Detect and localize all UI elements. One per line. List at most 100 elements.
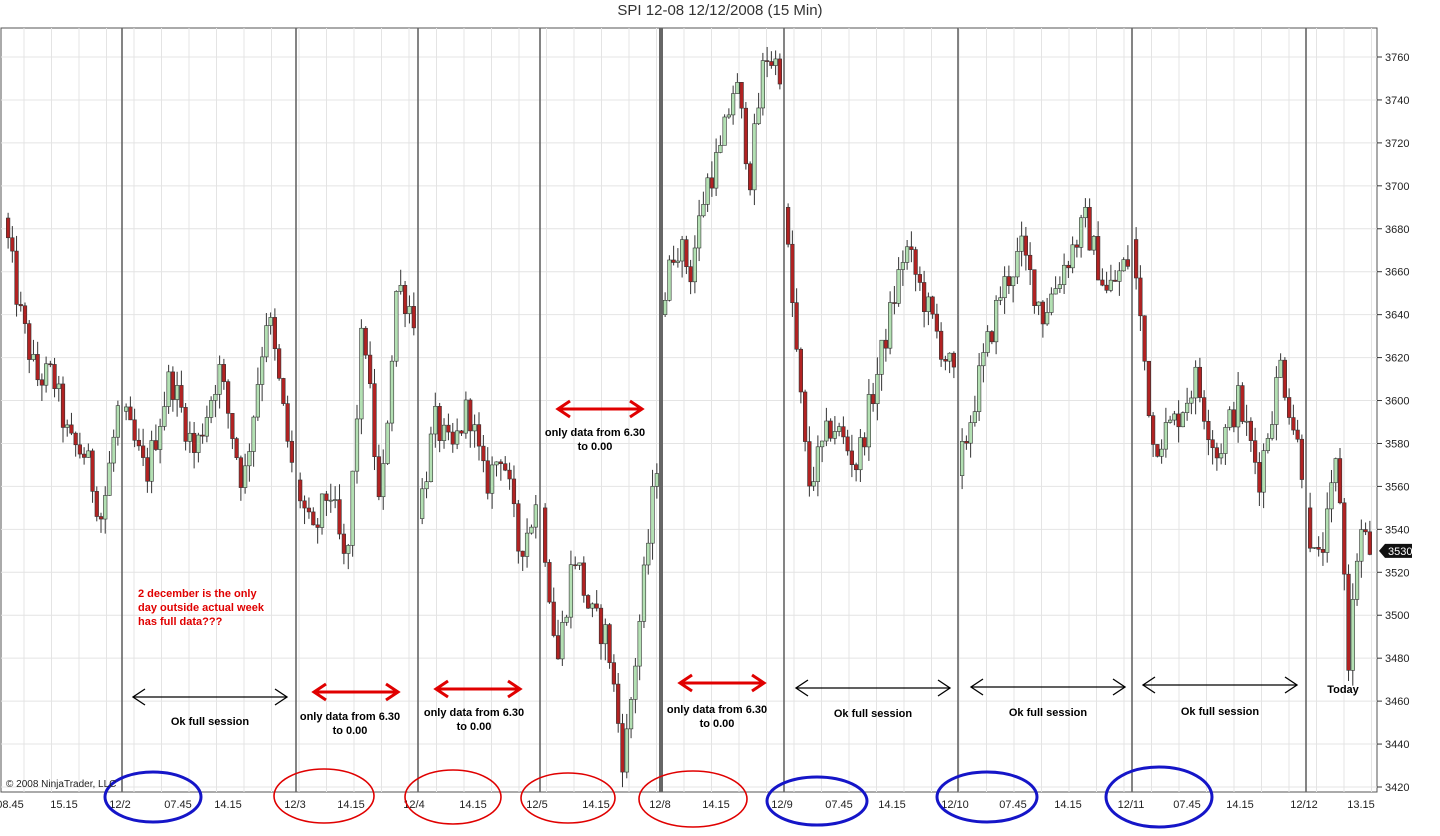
candle-body	[1045, 312, 1050, 325]
candle-body	[1278, 359, 1283, 378]
candle-body	[879, 339, 884, 375]
candle-body	[56, 383, 61, 389]
candle-body	[533, 504, 538, 528]
candle-body	[281, 378, 286, 404]
candle-body	[603, 624, 608, 645]
candle-body	[1113, 279, 1118, 282]
arrow-partial-session-head-right	[629, 399, 645, 419]
candle-body	[524, 532, 530, 557]
candle-body	[162, 406, 167, 427]
candle-body	[1282, 359, 1287, 398]
candle-body	[1257, 462, 1262, 493]
day-highlight-ellipse	[765, 775, 869, 827]
candle-body	[985, 331, 990, 353]
candle-body	[179, 385, 184, 408]
y-tick-label: 3580	[1385, 438, 1409, 450]
candle-body	[209, 400, 214, 418]
day-highlight-ellipse	[638, 770, 748, 828]
candle-body	[319, 493, 325, 528]
candle-body	[1219, 453, 1224, 459]
candle-body	[568, 564, 574, 618]
candle-body	[463, 399, 468, 434]
candle-body	[1274, 377, 1279, 425]
annotation-note-dec2: has full data???	[138, 616, 223, 628]
candle-body	[187, 432, 192, 442]
candle-body	[238, 457, 243, 488]
candle-body	[428, 433, 434, 482]
candle-body	[86, 450, 91, 458]
chart-title: SPI 12-08 12/12/2008 (15 Min)	[617, 2, 823, 19]
candle-body	[1354, 560, 1360, 600]
candle-body	[718, 145, 723, 153]
candle-body	[1346, 573, 1351, 671]
candle-body	[786, 206, 791, 245]
candle-body	[98, 516, 104, 520]
candle-body	[726, 114, 731, 118]
candle-body	[913, 249, 918, 275]
candle-body	[807, 441, 812, 487]
candle-body	[243, 465, 248, 488]
y-tick-label: 3560	[1385, 481, 1409, 493]
annotation-label-d11: Ok full session	[1181, 706, 1260, 718]
candle-body	[1053, 288, 1058, 295]
candle-body	[675, 260, 680, 263]
candle-body	[516, 503, 521, 552]
candle-body	[756, 107, 761, 125]
day-highlight-ellipse	[404, 769, 502, 825]
candle-body	[1155, 444, 1160, 457]
candle-body	[341, 533, 346, 554]
candle-body	[989, 331, 994, 343]
candle-body	[1367, 531, 1372, 555]
candle-body	[551, 601, 556, 636]
candle-body	[994, 300, 999, 343]
candle-body	[811, 481, 816, 487]
candle-body	[646, 542, 651, 566]
candle-body	[722, 116, 727, 146]
candle-body	[832, 431, 837, 439]
candle-body	[871, 394, 876, 405]
candle-body	[1197, 366, 1202, 398]
candle-body	[1104, 284, 1109, 291]
candle-body	[1342, 502, 1347, 575]
candle-body	[503, 463, 508, 471]
candle-body	[22, 305, 28, 324]
candle-body	[633, 665, 638, 700]
candle-body	[654, 473, 659, 487]
x-tick-label: 14.15	[337, 799, 365, 811]
candle-body	[1015, 251, 1020, 278]
day-highlight-ellipse	[273, 768, 375, 824]
candle-body	[1359, 529, 1364, 562]
candle-body	[437, 406, 442, 441]
candle-body	[1142, 315, 1147, 362]
candle-body	[494, 461, 499, 466]
candle-body	[743, 107, 748, 165]
candle-body	[1134, 239, 1139, 279]
candle-body	[1287, 397, 1292, 418]
candle-body	[359, 327, 364, 420]
candle-body	[697, 215, 702, 249]
candle-body	[560, 622, 565, 660]
y-tick-label: 3620	[1385, 353, 1409, 365]
candle-body	[573, 564, 578, 567]
x-tick-label: 07.45	[999, 799, 1027, 811]
annotation-label-d4: to 0.00	[457, 721, 492, 733]
candle-body	[748, 163, 753, 191]
candle-body	[1036, 301, 1041, 306]
arrow-full-session-head-left	[969, 678, 984, 696]
candle-body	[824, 420, 829, 442]
candle-body	[490, 464, 495, 494]
candle-body	[39, 379, 44, 386]
y-tick-label: 3720	[1385, 138, 1409, 150]
arrow-partial-session-head-left	[311, 682, 327, 702]
candle-body	[175, 385, 180, 400]
candle-body	[459, 430, 464, 434]
candle-body	[1210, 439, 1215, 449]
candle-body	[1227, 409, 1232, 428]
annotation-label-d4: only data from 6.30	[424, 707, 524, 719]
candle-body	[115, 405, 120, 438]
candle-body	[77, 444, 82, 455]
candle-body	[268, 317, 273, 326]
candle-body	[972, 411, 977, 423]
candle-body	[446, 424, 451, 433]
candle-body	[315, 524, 320, 528]
